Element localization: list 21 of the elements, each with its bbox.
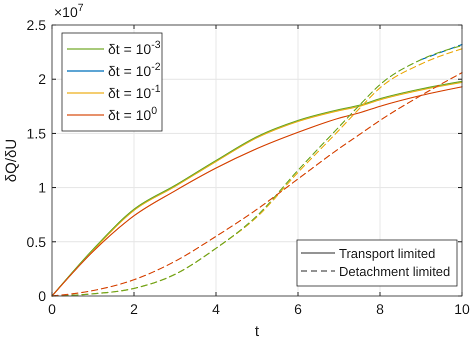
x-tick-label: 0 [48, 301, 56, 317]
y-tick-label: 1.5 [26, 125, 46, 142]
y-tick-label: 1 [38, 180, 46, 196]
legend-label: δt = 10$^{-3}$ [108, 39, 161, 57]
x-tick-label: 6 [294, 301, 302, 317]
text: ×10$^{7}$ [54, 2, 84, 20]
x-tick-label: 2 [130, 301, 138, 317]
annotation: Detachment limited [339, 264, 450, 279]
y-axis-title: δQ/δU [3, 138, 20, 182]
x-tick-label: 10 [454, 301, 470, 317]
y-tick-label: 0.5 [26, 234, 46, 250]
x-tick-label: 4 [212, 301, 220, 317]
y-tick-label: 0 [38, 288, 46, 304]
y-tick-label: 2 [38, 71, 46, 88]
x-tick-label: 8 [376, 301, 384, 317]
x-axis-title: t [254, 323, 260, 340]
y-tick-label: 2.5 [26, 17, 46, 33]
legend-label: δt = 10$^{-2}$ [108, 61, 161, 79]
legend-label: δt = 10$^{0}$ [108, 105, 158, 123]
legend-label: δt = 10$^{-1}$ [108, 83, 161, 101]
annotation: Transport limited [339, 246, 436, 261]
